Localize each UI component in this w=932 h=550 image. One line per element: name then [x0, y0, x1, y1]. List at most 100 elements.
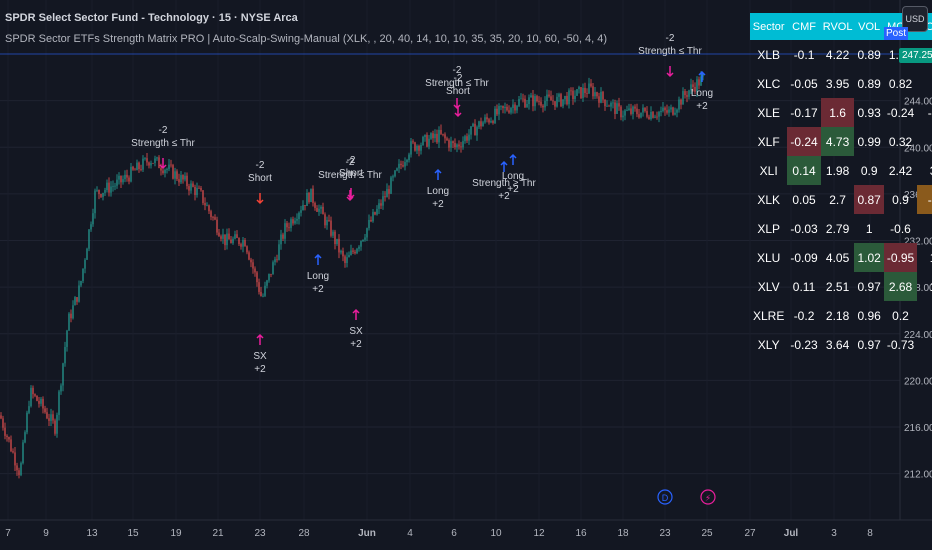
- candle-body: [166, 168, 168, 170]
- candle-body: [594, 92, 596, 97]
- matrix-cell-tot: 0: [917, 301, 932, 330]
- time-tick: 23: [254, 528, 266, 539]
- strength-matrix-table: SectorCMFRVOLVOLMOMTOTAL XLB-0.14.220.89…: [750, 13, 932, 359]
- candle-body: [314, 202, 316, 208]
- event-marker-earnings[interactable]: ⚡: [700, 489, 716, 505]
- matrix-row-xlf: XLF -0.244.730.99 0.32 0: [750, 127, 932, 156]
- candle-body: [304, 205, 306, 207]
- candle-body: [334, 231, 336, 245]
- candle-body: [72, 305, 74, 319]
- candle-body: [142, 158, 144, 170]
- candle-body: [22, 442, 24, 464]
- candle-body: [698, 79, 700, 86]
- candle-body: [682, 91, 684, 105]
- candle-body: [690, 84, 692, 91]
- arrow-up-icon: [314, 253, 322, 265]
- matrix-cell-vol: 0.97: [857, 337, 881, 352]
- matrix-cell-mom: 0.82: [888, 76, 913, 91]
- matrix-cell-s: XLB: [757, 47, 781, 62]
- candle-body: [436, 133, 438, 143]
- signal-marker-s12[interactable]: Strength ≥ Thr+2: [472, 160, 537, 202]
- candle-body: [330, 220, 332, 236]
- matrix-cell-tot: -20: [917, 185, 932, 214]
- signal-marker-s4[interactable]: Long +2: [307, 253, 329, 295]
- candle-body: [220, 236, 222, 239]
- candle-body: [296, 219, 298, 221]
- signal-marker-s14[interactable]: Long +2: [691, 70, 713, 112]
- candle-body: [80, 281, 82, 286]
- candle-body: [60, 385, 62, 392]
- candle-body: [488, 119, 490, 123]
- candle-body: [40, 398, 42, 404]
- matrix-cell-cmf: 0.11: [792, 279, 816, 294]
- signal-label-1: -2: [454, 73, 463, 84]
- time-tick: 21: [212, 528, 224, 539]
- candle-body: [168, 164, 170, 169]
- signal-marker-s1[interactable]: -2 Strength ≤ Thr: [131, 125, 196, 170]
- signal-marker-s10[interactable]: Long +2: [427, 168, 449, 210]
- matrix-cell-cmf: -0.1: [793, 47, 815, 62]
- candle-body: [70, 313, 72, 319]
- candle-body: [438, 129, 440, 143]
- price-tick: 212.00: [904, 470, 932, 481]
- candle-body: [380, 203, 382, 206]
- candle-body: [496, 108, 498, 115]
- candle-body: [122, 179, 124, 183]
- candle-body: [110, 186, 112, 193]
- candle-body: [482, 122, 484, 127]
- post-market-badge: Post: [884, 27, 909, 40]
- candle-body: [656, 116, 658, 118]
- candle-body: [600, 91, 602, 103]
- candle-body: [414, 142, 416, 151]
- candle-body: [432, 133, 434, 139]
- signal-marker-s6[interactable]: -2 Short: [339, 155, 363, 200]
- signal-marker-s13[interactable]: -2 Strength ≤ Thr: [638, 33, 703, 78]
- candle-body: [554, 101, 556, 107]
- signal-marker-s11[interactable]: Long +2: [502, 153, 524, 195]
- candle-body: [688, 90, 690, 97]
- matrix-cell-s: XLY: [757, 337, 780, 352]
- time-tick: 4: [407, 528, 413, 539]
- candle-body: [192, 183, 194, 187]
- matrix-cell-tot: 0: [917, 214, 932, 243]
- candle-body: [472, 123, 474, 127]
- signal-marker-s7[interactable]: SX +2: [349, 308, 363, 350]
- candle-body: [26, 412, 28, 433]
- signal-marker-s9[interactable]: -2 Short: [446, 73, 470, 118]
- arrow-up-icon: [352, 308, 360, 320]
- candle-body: [388, 189, 390, 194]
- candle-body: [210, 211, 212, 218]
- candle-body: [82, 268, 84, 282]
- candle-body: [218, 232, 220, 237]
- event-marker-dividend[interactable]: D: [657, 489, 673, 505]
- candle-body: [574, 95, 576, 100]
- signal-label-2: +2: [507, 184, 519, 195]
- candle-body: [306, 192, 308, 207]
- signal-label-1: SX: [349, 326, 363, 337]
- candle-body: [634, 106, 636, 109]
- candle-body: [568, 90, 570, 105]
- candle-body: [14, 452, 16, 466]
- time-tick: Jun: [358, 528, 376, 539]
- candle-body: [446, 138, 448, 141]
- candle-body: [628, 108, 630, 111]
- candle-body: [510, 107, 512, 113]
- candle-body: [336, 238, 338, 245]
- candle-body: [186, 175, 188, 187]
- candle-body: [552, 100, 554, 102]
- signal-label-2: Strength ≤ Thr: [638, 46, 702, 57]
- indicator-legend[interactable]: SPDR Sector ETFs Strength Matrix PRO | A…: [5, 33, 608, 45]
- signal-marker-s3[interactable]: SX +2: [253, 333, 267, 375]
- arrow-down-icon: [666, 66, 674, 78]
- candle-body: [560, 94, 562, 107]
- price-tick: 232.00: [904, 237, 932, 248]
- candle-body: [680, 99, 682, 105]
- signal-marker-s2[interactable]: -2 Short: [248, 160, 272, 205]
- candle-body: [154, 158, 156, 164]
- candle-body: [354, 251, 356, 254]
- matrix-cell-cmf: -0.2: [793, 308, 815, 323]
- candle-body: [396, 168, 398, 171]
- candle-body: [32, 387, 34, 395]
